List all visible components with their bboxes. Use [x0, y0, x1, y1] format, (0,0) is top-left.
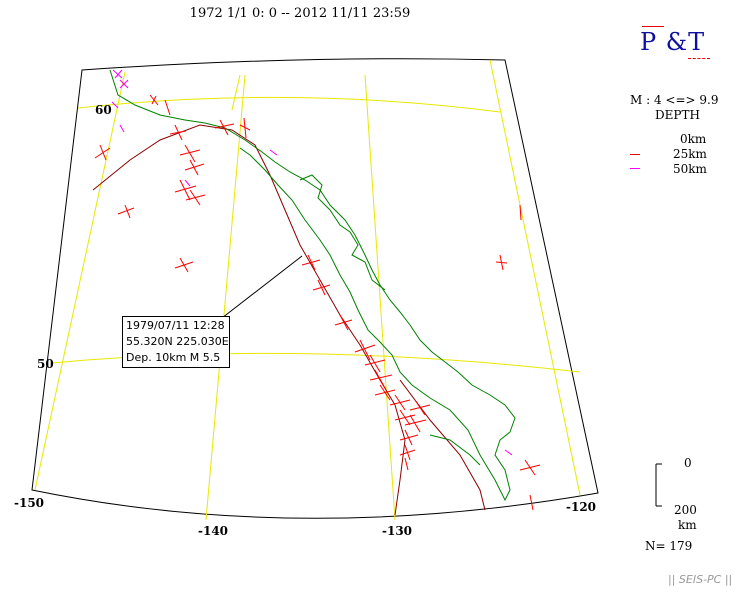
pt-label: P &T [640, 28, 706, 56]
lon-label-150: -150 [14, 496, 45, 510]
map-frame [31, 58, 599, 519]
coastline-islands [299, 174, 386, 291]
lon-label-130: -130 [382, 524, 413, 538]
depth-label-25: 25km [673, 147, 707, 161]
mechanism-markers-shallow [94, 94, 541, 511]
graticule [34, 59, 581, 521]
plate-boundary-west [92, 124, 406, 516]
event-annotation-box: 1979/07/11 12:28 55.320N 225.030E Dep. 1… [122, 316, 230, 368]
coastline [109, 69, 516, 502]
depth-title: DEPTH [655, 108, 700, 122]
lon-label-140: -140 [198, 524, 229, 538]
meridian-left-top [231, 74, 241, 111]
depth-scale [655, 463, 662, 507]
meridian-150 [34, 71, 126, 491]
lat-label-60: 60 [95, 103, 112, 117]
plate-boundary-east [399, 379, 486, 511]
magnitude-range: M : 4 <=> 9.9 [630, 93, 719, 107]
page-title: 1972 1/1 0: 0 -- 2012 11/11 23:59 [189, 6, 411, 21]
parallel-60 [77, 96, 501, 113]
lat-label-50: 50 [37, 357, 54, 371]
depth-label-0: 0km [680, 132, 707, 146]
parallel-50 [51, 352, 581, 373]
software-label: || SEIS-PC || [668, 573, 733, 586]
event-details: Dep. 10km M 5.5 [126, 351, 221, 364]
depth-scale-top: 0 [684, 456, 692, 470]
meridian-140 [205, 74, 246, 521]
pt-dash-decoration [688, 58, 710, 59]
event-location: 55.320N 225.030E [126, 335, 229, 348]
depth-scale-unit: km [678, 518, 697, 532]
depth-line-25 [630, 154, 640, 155]
event-count: N= 179 [645, 539, 693, 553]
mechanism-markers-deep [111, 69, 513, 456]
depth-scale-bottom: 200 [674, 503, 697, 517]
meridian-120 [489, 59, 581, 496]
coastline-south [429, 434, 481, 466]
meridian-130 [364, 74, 396, 521]
depth-label-50: 50km [673, 162, 707, 176]
pt-bar-decoration [642, 26, 664, 27]
depth-line-50 [630, 168, 640, 169]
lon-label-120: -120 [566, 500, 597, 514]
annotation-leader [221, 255, 303, 319]
event-date: 1979/07/11 12:28 [126, 319, 225, 332]
